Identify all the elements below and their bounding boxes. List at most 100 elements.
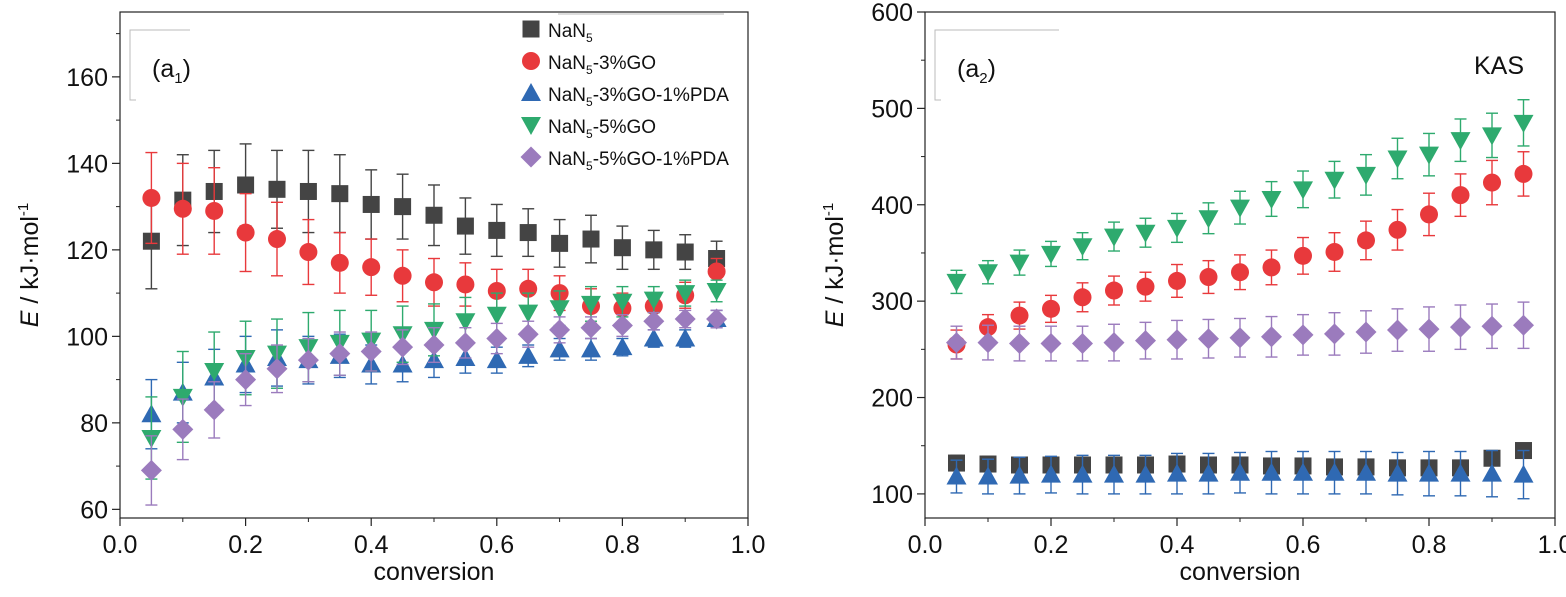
data-point <box>393 266 412 285</box>
data-point <box>362 258 381 277</box>
data-point <box>1293 462 1313 481</box>
x-tick-label: 0.0 <box>908 531 943 559</box>
series-3 <box>946 449 1534 500</box>
data-point <box>1040 333 1062 355</box>
y-axis-title-unit: / kJ·mol <box>16 216 44 310</box>
legend-label-main: NaN <box>548 117 586 138</box>
data-point <box>1356 462 1376 481</box>
panel-label-end: ) <box>183 55 191 83</box>
data-point <box>612 293 633 312</box>
data-point <box>1483 173 1501 192</box>
y-tick-label: 160 <box>66 64 108 92</box>
data-point <box>486 328 508 350</box>
data-point <box>518 345 539 364</box>
data-point <box>517 323 539 345</box>
data-point <box>645 241 663 259</box>
data-point <box>518 304 539 323</box>
data-point <box>1199 268 1218 287</box>
data-point <box>394 198 412 216</box>
data-point <box>392 336 414 358</box>
data-point <box>1450 316 1471 338</box>
data-point <box>330 253 349 272</box>
data-point <box>1135 224 1156 243</box>
data-point <box>204 362 225 381</box>
data-point <box>707 262 726 281</box>
data-point <box>1356 166 1376 185</box>
data-point <box>676 243 694 261</box>
data-point <box>706 308 728 330</box>
data-point <box>172 418 194 440</box>
legend-label-main: NaN <box>548 149 586 170</box>
x-tick-label: 0.4 <box>1160 531 1195 559</box>
series-5 <box>140 308 728 506</box>
data-point <box>675 285 696 304</box>
data-point <box>1513 114 1534 133</box>
data-point <box>580 317 602 339</box>
data-point <box>1387 319 1408 341</box>
x-tick-label: 1.0 <box>1538 531 1566 559</box>
x-tick-label: 0.8 <box>605 531 640 559</box>
data-point <box>203 399 225 421</box>
y-tick-label: 200 <box>871 385 913 413</box>
data-point <box>978 264 998 283</box>
x-tick-label: 0.6 <box>479 531 514 559</box>
y-tick-label: 400 <box>871 192 913 220</box>
data-point <box>297 349 319 371</box>
data-point <box>488 221 506 239</box>
data-point <box>268 230 286 249</box>
data-point <box>425 206 443 224</box>
data-point <box>1198 210 1219 229</box>
legend-label-subscript: 5 <box>586 63 593 77</box>
legend-item: NaN5-3%GO-1%PDA <box>521 83 729 109</box>
legend-label-rest: -3%GO <box>593 53 656 74</box>
data-point <box>1229 327 1251 349</box>
data-point <box>299 243 318 262</box>
data-point <box>455 313 476 332</box>
data-point <box>1387 463 1408 482</box>
data-point <box>236 223 255 242</box>
data-point <box>581 295 601 314</box>
panel-label-main: (a <box>957 55 979 83</box>
panel-label-subscript: 1 <box>174 70 182 87</box>
data-point <box>1293 181 1313 200</box>
legend-label: NaN5-5%GO <box>548 117 656 141</box>
data-point <box>173 199 192 218</box>
data-point <box>674 308 696 330</box>
data-point <box>1451 186 1470 205</box>
data-point <box>1104 228 1124 247</box>
x-axis-title: conversion <box>1180 558 1301 586</box>
series-5 <box>946 301 1534 362</box>
legend-label-main: NaN <box>548 85 586 106</box>
x-tick-label: 0.8 <box>1412 531 1447 559</box>
legend-label-subscript: 5 <box>586 95 593 109</box>
data-point <box>1481 315 1503 337</box>
data-point <box>1072 238 1093 257</box>
y-tick-label: 100 <box>66 323 108 351</box>
panel-label-box <box>934 29 1059 101</box>
data-point <box>362 195 380 213</box>
data-point <box>456 217 474 235</box>
y-axis-title-symbol: E <box>16 310 44 327</box>
legend-item: NaN5-3%GO <box>522 52 656 77</box>
data-point <box>1041 245 1061 264</box>
legend-marker <box>522 20 540 38</box>
y-tick-label: 300 <box>871 288 913 316</box>
x-tick-label: 0.0 <box>103 531 138 559</box>
legend-item: NaN5 <box>522 20 593 45</box>
data-point <box>456 275 475 294</box>
data-point <box>486 306 507 325</box>
data-point <box>1324 323 1345 345</box>
data-point <box>1104 464 1124 483</box>
data-point <box>1168 271 1186 290</box>
data-point <box>172 388 193 407</box>
data-point <box>549 300 570 319</box>
data-point <box>1294 246 1312 265</box>
data-point <box>1419 146 1439 165</box>
chart-panel-2: (a2) KAS 0.0 0.2 0.4 0.6 0.8 1.0 100 200 300 400 500… <box>820 0 1566 586</box>
data-point <box>331 185 349 203</box>
data-point <box>1357 231 1375 250</box>
data-point <box>612 337 633 356</box>
y-tick-label: 100 <box>871 481 913 509</box>
data-point <box>140 459 162 481</box>
